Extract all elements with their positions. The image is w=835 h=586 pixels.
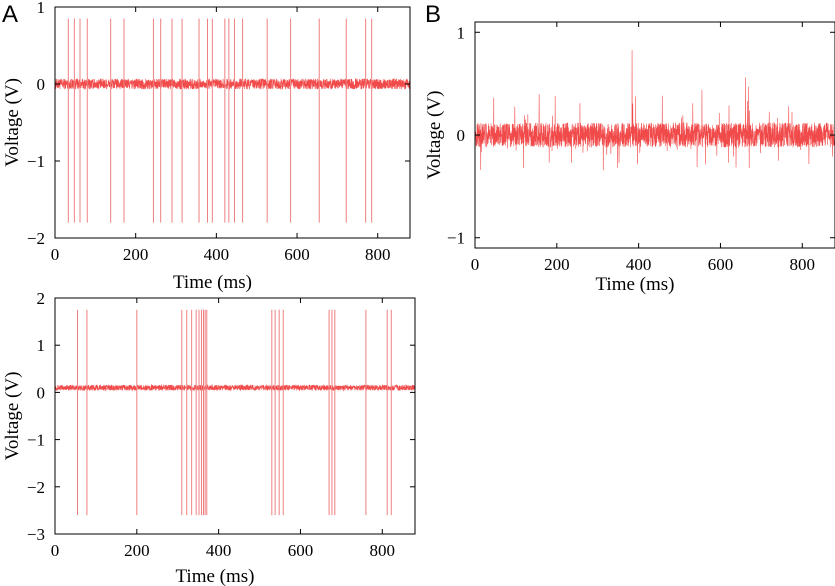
panel-label-b: B — [425, 1, 441, 28]
series-line — [54, 77, 411, 90]
y-tick-label: 0 — [37, 383, 46, 402]
y-tick-label: 2 — [37, 289, 46, 308]
x-tick-label: 800 — [790, 255, 816, 274]
chart-b-ylabel: Voltage (V) — [424, 91, 445, 180]
x-tick-label: 600 — [288, 541, 314, 560]
chart-a-bottom-ticks: 0 200 400 600 800 −3 −2 −1 0 1 2 — [27, 289, 415, 560]
chart-b-traces — [474, 50, 835, 175]
chart-a-bottom: 0 200 400 600 800 −3 −2 −1 0 1 2 Time (ms) Voltage… — [2, 289, 416, 586]
y-tick-label: −1 — [447, 229, 465, 248]
x-tick-label: 200 — [124, 541, 150, 560]
x-tick-label: 0 — [471, 255, 480, 274]
chart-a-top: 0 200 400 600 800 −2 −1 0 1 Time (ms) Voltage (V… — [2, 0, 411, 293]
panel-label-a: A — [2, 1, 18, 28]
chart-a-top-frame — [54, 6, 411, 239]
chart-b-xlabel: Time (ms) — [595, 274, 674, 295]
chart-a-top-xlabel: Time (ms) — [173, 272, 252, 293]
y-tick-label: −3 — [27, 525, 45, 544]
chart-a-top-ticks: 0 200 400 600 800 −2 −1 0 1 — [27, 0, 410, 264]
chart-b: 0 200 400 600 800 −1 0 1 Time (ms) Voltage (V) — [424, 21, 835, 295]
chart-a-bottom-xlabel: Time (ms) — [175, 566, 254, 586]
series-line — [54, 383, 416, 392]
y-tick-label: 0 — [37, 75, 46, 94]
x-tick-label: 600 — [284, 245, 310, 264]
y-tick-label: 0 — [457, 126, 466, 145]
y-tick-label: −1 — [27, 431, 45, 450]
x-tick-label: 400 — [206, 541, 232, 560]
x-tick-label: 600 — [708, 255, 734, 274]
chart-a-bottom-traces — [54, 309, 416, 516]
chart-b-ticks: 0 200 400 600 800 −1 0 1 — [447, 22, 835, 274]
x-tick-label: 200 — [123, 245, 149, 264]
x-tick-label: 800 — [365, 245, 391, 264]
chart-a-top-ylabel: Voltage (V) — [2, 78, 23, 167]
x-tick-label: 800 — [370, 541, 396, 560]
x-tick-label: 200 — [544, 255, 570, 274]
chart-a-bottom-frame — [54, 297, 416, 535]
series-line — [474, 50, 835, 175]
x-tick-label: 0 — [51, 541, 60, 560]
y-tick-label: 1 — [457, 23, 466, 42]
chart-a-bottom-ylabel: Voltage (V) — [2, 372, 23, 461]
x-tick-label: 400 — [204, 245, 230, 264]
y-tick-label: −2 — [27, 478, 45, 497]
x-tick-label: 400 — [626, 255, 652, 274]
y-tick-label: −2 — [27, 229, 45, 248]
y-tick-label: 1 — [37, 0, 46, 17]
y-tick-label: 1 — [37, 336, 46, 355]
y-tick-label: −1 — [27, 152, 45, 171]
chart-a-top-traces — [54, 18, 411, 223]
x-tick-label: 0 — [51, 245, 60, 264]
